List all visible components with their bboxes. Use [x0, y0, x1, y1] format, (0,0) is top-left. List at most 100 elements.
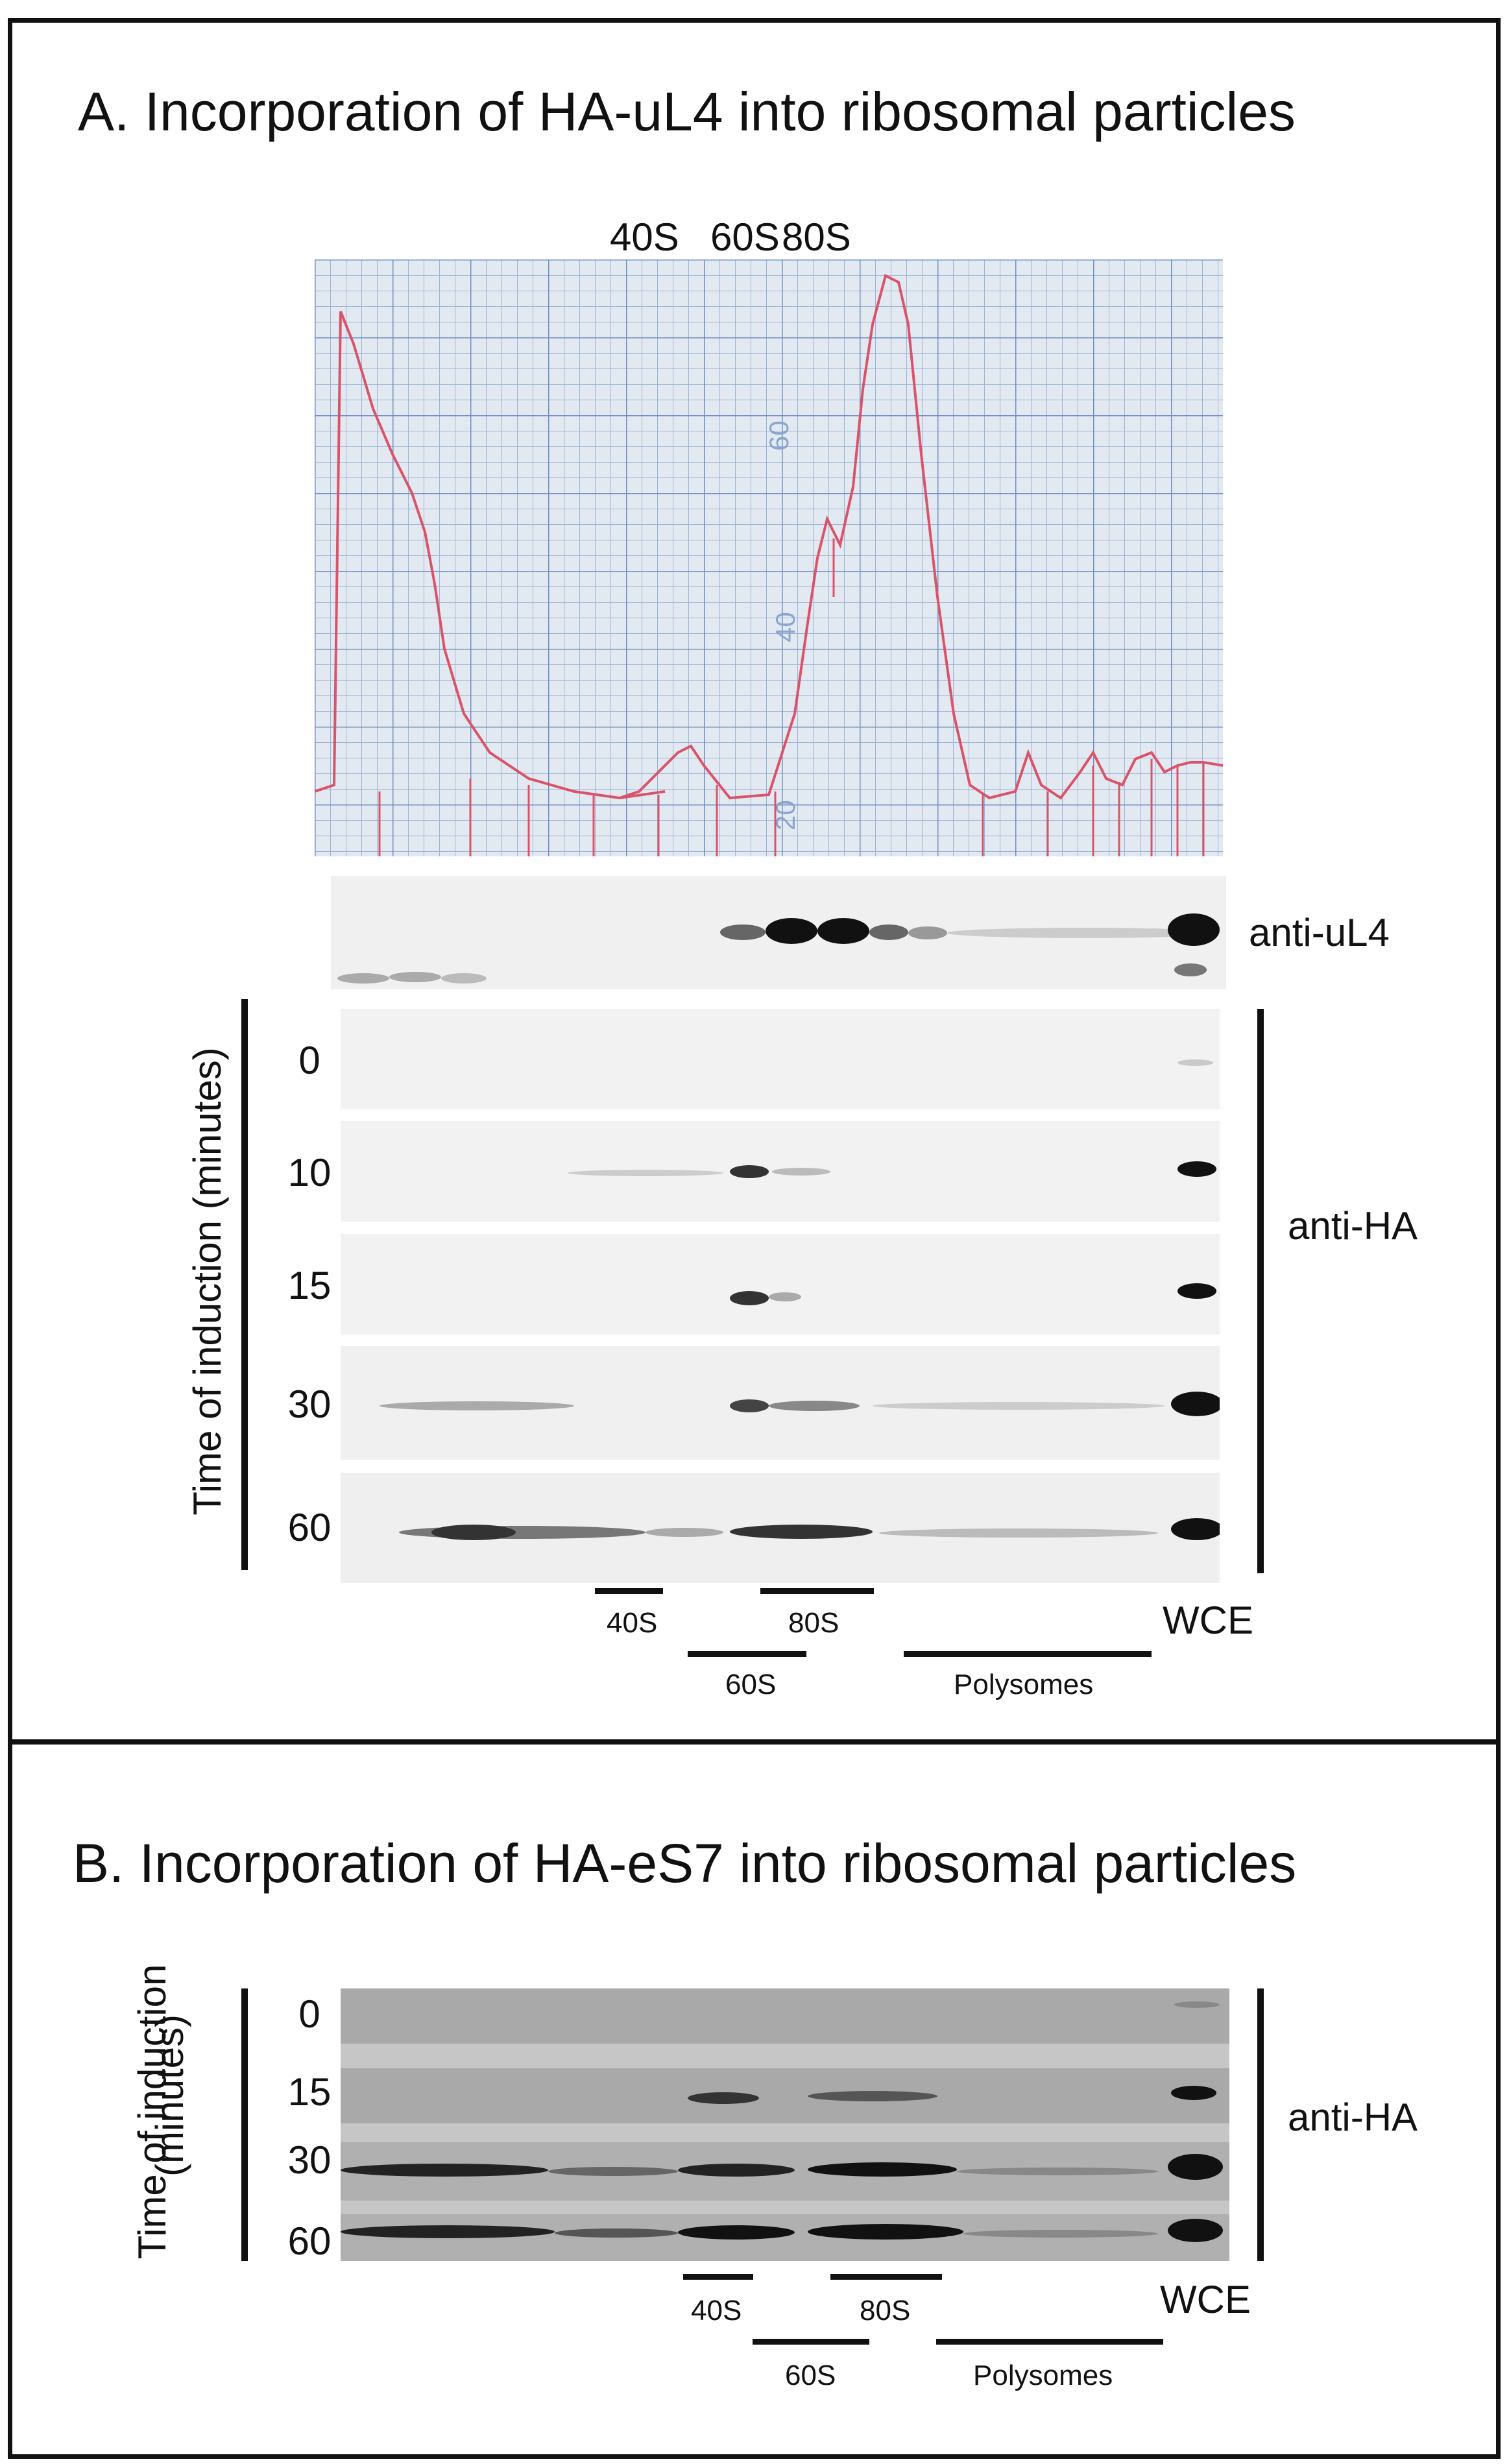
fraction-bar-polysomes — [904, 1651, 1152, 1657]
time-label-b-15: 15 — [287, 2070, 332, 2114]
fraction-bar-60s — [688, 1651, 806, 1657]
band — [1168, 913, 1220, 946]
fraction-label-wce: WCE — [1163, 1599, 1253, 1642]
band — [380, 1401, 574, 1410]
band — [1174, 2001, 1220, 2008]
panel-a-y-bracket — [241, 999, 248, 1570]
band — [1174, 963, 1207, 976]
fraction-bar-b-80s — [830, 2274, 942, 2280]
time-label-30: 30 — [287, 1383, 332, 1426]
panel-b-ha-bracket — [1257, 1988, 1264, 2261]
fraction-label-80s: 80S — [788, 1607, 839, 1639]
panel-b-title: B. Incorporation of HA-eS7 into ribosoma… — [73, 1833, 1297, 1894]
band — [869, 924, 908, 940]
peak-label-60s: 60S — [710, 215, 780, 259]
band — [389, 972, 441, 982]
fraction-bar-b-40s — [683, 2274, 753, 2280]
fraction-bar-40s — [595, 1588, 663, 1594]
band — [808, 2091, 937, 2101]
band — [337, 973, 389, 984]
band — [441, 973, 487, 984]
fraction-label-b-wce: WCE — [1160, 2278, 1251, 2321]
band — [1177, 1161, 1216, 1177]
band — [646, 1528, 723, 1537]
scale-label-60: 60 — [764, 420, 794, 451]
band — [548, 2167, 678, 2176]
band — [1171, 1392, 1220, 1416]
antibody-label-ha-a: anti-HA — [1288, 1204, 1418, 1248]
band — [555, 2228, 678, 2238]
time-label-60: 60 — [287, 1506, 332, 1549]
fraction-label-60s: 60S — [725, 1669, 777, 1700]
scale-label-40: 40 — [770, 612, 801, 642]
fraction-label-40s: 40S — [607, 1607, 658, 1639]
band — [808, 2224, 963, 2240]
band — [341, 2164, 548, 2177]
time-label-0: 0 — [298, 1039, 320, 1082]
blot-ha-30min — [341, 1346, 1220, 1460]
band — [720, 924, 766, 940]
band — [678, 2164, 795, 2177]
band — [431, 1525, 516, 1540]
band — [873, 1402, 1165, 1410]
blot-hs7-ha — [341, 1988, 1229, 2261]
fraction-bar-b-polysomes — [936, 2339, 1163, 2345]
band — [730, 1525, 873, 1539]
band — [772, 1168, 830, 1176]
blot-ha-10min — [341, 1121, 1220, 1222]
band — [766, 918, 817, 944]
band — [1171, 2086, 1216, 2100]
fraction-label-b-polysomes: Polysomes — [973, 2360, 1113, 2391]
panel-a-y-axis-label: Time of induction (minutes) — [186, 1047, 229, 1516]
peak-label-80s: 80S — [782, 215, 851, 259]
blot-ha-60min — [341, 1473, 1220, 1583]
band — [688, 2092, 759, 2104]
panel-b-y-bracket — [241, 1988, 248, 2261]
band — [879, 1528, 1158, 1538]
panel-b-y-axis-label-line2: (minutes) — [148, 2014, 191, 2177]
fraction-label-b-40s: 40S — [691, 2295, 742, 2326]
panel-a-ha-bracket — [1257, 1009, 1264, 1573]
band — [947, 928, 1220, 938]
blot-ha-15min — [341, 1234, 1220, 1335]
band — [1177, 1283, 1216, 1299]
blot-ha-0min — [341, 1009, 1220, 1109]
lane-strip-0 — [341, 1988, 1229, 2044]
band — [730, 1165, 769, 1178]
time-label-b-30: 30 — [287, 2138, 332, 2182]
band — [678, 2225, 795, 2240]
band — [817, 918, 869, 944]
band — [908, 926, 947, 939]
blot-anti-ul4 — [331, 876, 1226, 989]
fraction-label-b-80s: 80S — [860, 2295, 911, 2326]
band — [1168, 2219, 1223, 2242]
band — [730, 1291, 769, 1305]
polysome-profile-chart: 60 40 20 — [315, 260, 1223, 856]
fraction-bar-80s — [760, 1588, 874, 1594]
peak-label-40s: 40S — [610, 215, 679, 259]
time-label-15: 15 — [287, 1264, 332, 1307]
band — [957, 2168, 1158, 2175]
band — [808, 2162, 957, 2177]
absorbance-trace — [315, 274, 1223, 800]
band — [730, 1399, 769, 1412]
antibody-label-ha-b: anti-HA — [1288, 2096, 1418, 2139]
time-label-b-0: 0 — [298, 1992, 320, 2036]
band — [568, 1170, 723, 1176]
band — [1168, 2154, 1223, 2180]
band — [341, 2225, 555, 2238]
fraction-bar-b-60s — [753, 2339, 869, 2345]
antibody-label-ul4: anti-uL4 — [1249, 911, 1390, 954]
band — [769, 1401, 860, 1411]
fraction-label-b-60s: 60S — [785, 2360, 836, 2391]
fraction-label-polysomes: Polysomes — [954, 1669, 1094, 1700]
panel-b-frame — [8, 1740, 1501, 2459]
band — [1177, 1059, 1213, 1066]
band — [769, 1292, 801, 1301]
panel-a-title: A. Incorporation of HA-uL4 into ribosoma… — [78, 81, 1296, 142]
time-label-10: 10 — [287, 1151, 332, 1194]
lane-strip-15 — [341, 2068, 1229, 2123]
band — [963, 2230, 1158, 2238]
band — [1171, 1518, 1220, 1540]
time-label-b-60: 60 — [287, 2219, 332, 2263]
